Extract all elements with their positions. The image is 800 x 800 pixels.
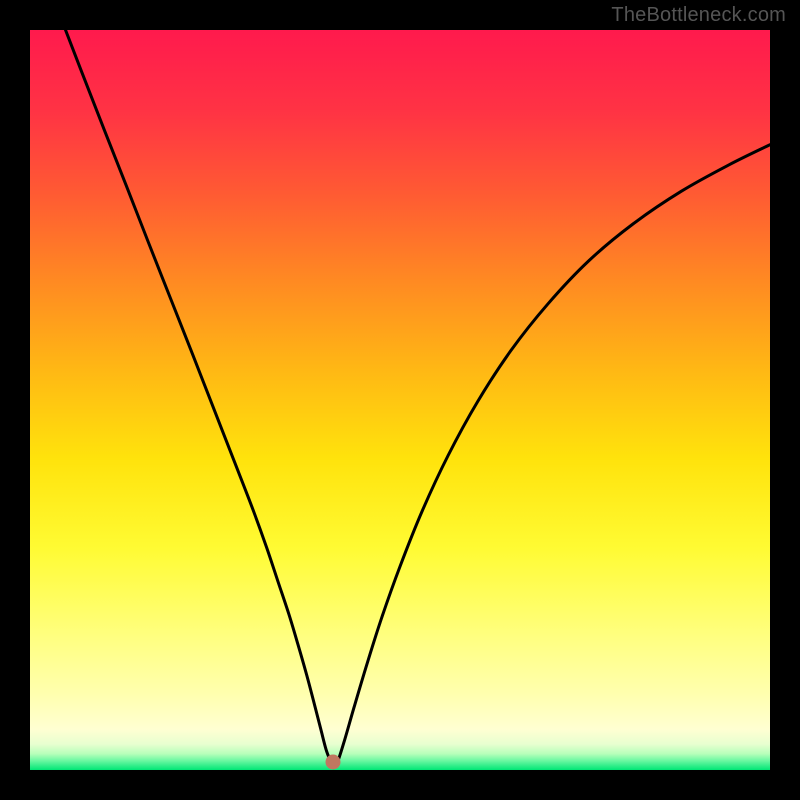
chart-background-gradient	[30, 30, 770, 770]
watermark-text: TheBottleneck.com	[611, 4, 786, 27]
chart-plot-area	[30, 30, 770, 770]
optimal-point-marker	[326, 754, 341, 769]
chart-canvas	[30, 30, 770, 770]
